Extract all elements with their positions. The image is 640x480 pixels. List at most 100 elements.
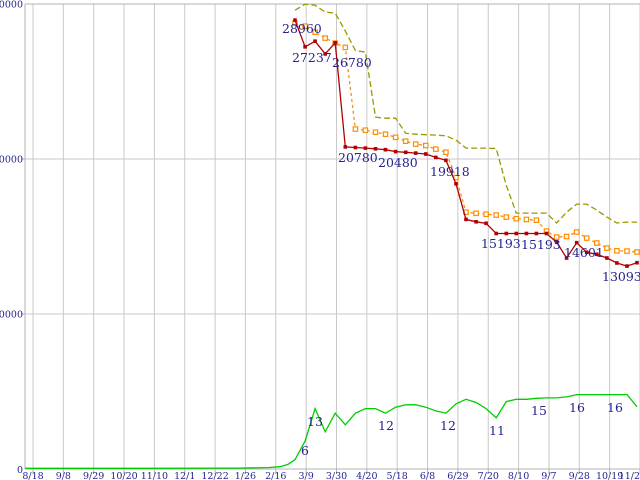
data-point-marker-filled bbox=[444, 158, 448, 163]
data-point-marker-filled bbox=[393, 149, 398, 154]
data-point-marker-open bbox=[433, 146, 439, 152]
data-point-marker-filled bbox=[574, 240, 579, 245]
x-tick-label: 11/2 bbox=[619, 471, 640, 480]
x-tick-label: 12/22 bbox=[201, 471, 228, 480]
data-point-marker-filled bbox=[504, 231, 509, 236]
data-point-marker-filled bbox=[313, 39, 317, 43]
value-label: 26780 bbox=[332, 55, 372, 70]
x-tick-label: 9/8 bbox=[56, 471, 71, 480]
data-point-marker-filled bbox=[544, 231, 549, 236]
data-point-marker-open bbox=[302, 23, 308, 30]
data-point-marker-filled bbox=[353, 145, 358, 150]
x-tick-label: 3/30 bbox=[326, 471, 347, 480]
data-point-marker-filled bbox=[383, 147, 388, 152]
value-label: 12 bbox=[440, 418, 456, 433]
x-tick-label: 1/26 bbox=[235, 471, 256, 480]
data-point-marker-filled bbox=[424, 152, 428, 156]
data-point-marker-filled bbox=[323, 52, 327, 56]
y-tick-label: 30000 bbox=[0, 0, 23, 11]
data-point-marker-filled bbox=[373, 147, 378, 151]
data-point-marker-filled bbox=[363, 146, 368, 150]
value-label: 20780 bbox=[338, 150, 378, 165]
data-point-marker-open bbox=[312, 29, 318, 36]
data-point-marker-filled bbox=[484, 221, 488, 226]
olive-dashed-line bbox=[294, 3, 637, 224]
value-label: 19918 bbox=[430, 164, 470, 179]
value-label: 16 bbox=[569, 400, 585, 415]
data-point-marker-filled bbox=[534, 231, 539, 236]
y-tick-label: 10000 bbox=[0, 310, 23, 321]
data-point-marker-open bbox=[483, 211, 489, 218]
data-point-marker-filled bbox=[293, 18, 297, 22]
x-tick-label: 3/9 bbox=[299, 471, 314, 480]
data-point-marker-open bbox=[573, 229, 580, 235]
data-point-marker-filled bbox=[434, 155, 438, 160]
value-label: 14601 bbox=[564, 245, 604, 260]
data-point-marker-open bbox=[614, 248, 620, 254]
data-point-marker-filled bbox=[413, 151, 418, 155]
data-point-marker-filled bbox=[454, 182, 458, 186]
data-point-marker-open bbox=[604, 245, 610, 251]
data-point-marker-open bbox=[342, 44, 349, 51]
data-point-marker-filled bbox=[595, 252, 599, 257]
x-tick-label: 9/7 bbox=[541, 471, 556, 480]
value-label: 15193 bbox=[521, 237, 561, 252]
data-point-marker-filled bbox=[464, 217, 468, 222]
data-point-marker-filled bbox=[343, 145, 348, 149]
data-point-marker-filled bbox=[615, 261, 619, 265]
y-tick-label: 20000 bbox=[0, 155, 23, 166]
data-point-marker-filled bbox=[514, 231, 519, 236]
data-point-marker-filled bbox=[403, 150, 408, 155]
value-label: 15193 bbox=[481, 236, 521, 251]
data-point-marker-filled bbox=[494, 231, 498, 236]
data-point-marker-open bbox=[523, 216, 530, 223]
x-tick-label: 9/29 bbox=[83, 471, 104, 480]
data-point-marker-open bbox=[412, 141, 419, 147]
data-point-marker-open bbox=[624, 248, 630, 254]
green-solid-line bbox=[25, 393, 638, 469]
data-point-marker-open bbox=[473, 210, 479, 217]
data-point-marker-open bbox=[372, 129, 379, 136]
data-point-marker-open bbox=[503, 214, 510, 220]
data-point-marker-filled bbox=[635, 260, 639, 265]
data-point-marker-filled bbox=[474, 220, 478, 224]
x-tick-label: 11/10 bbox=[141, 471, 168, 480]
value-label: 13093 bbox=[602, 269, 640, 284]
x-tick-label: 10/20 bbox=[110, 471, 137, 480]
data-point-marker-filled bbox=[333, 41, 337, 45]
data-point-marker-open bbox=[443, 149, 449, 156]
data-point-marker-open bbox=[362, 127, 369, 134]
x-tick-label: 8/18 bbox=[22, 471, 43, 480]
data-point-marker-open bbox=[423, 142, 429, 149]
data-point-marker-open bbox=[513, 215, 520, 222]
data-point-marker-open bbox=[352, 126, 359, 132]
x-tick-label: 5/18 bbox=[387, 471, 408, 480]
data-point-marker-filled bbox=[605, 256, 609, 260]
data-point-marker-filled bbox=[564, 256, 569, 260]
data-point-marker-filled bbox=[554, 240, 559, 244]
value-label: 12 bbox=[378, 418, 394, 433]
x-tick-label: 6/29 bbox=[447, 471, 468, 480]
data-point-marker-open bbox=[392, 134, 399, 141]
data-point-marker-open bbox=[593, 240, 600, 246]
data-point-marker-filled bbox=[303, 45, 307, 49]
data-point-marker-open bbox=[634, 249, 640, 255]
value-label: 16 bbox=[607, 400, 623, 415]
data-point-marker-open bbox=[493, 212, 500, 218]
data-point-marker-open bbox=[322, 35, 329, 41]
x-tick-label: 4/20 bbox=[356, 471, 377, 480]
value-label: 27237 bbox=[292, 50, 332, 65]
data-point-marker-filled bbox=[625, 264, 629, 268]
x-tick-label: 2/16 bbox=[265, 471, 286, 480]
value-label: 20480 bbox=[378, 155, 418, 170]
data-point-marker-filled bbox=[524, 231, 529, 236]
data-point-marker-open bbox=[533, 217, 540, 224]
data-point-marker-open bbox=[583, 235, 590, 241]
data-point-marker-filled bbox=[584, 250, 589, 255]
x-tick-label: 10/19 bbox=[596, 471, 623, 480]
data-point-marker-open bbox=[382, 131, 389, 138]
data-point-marker-open bbox=[563, 233, 570, 240]
data-point-marker-open bbox=[402, 138, 409, 145]
